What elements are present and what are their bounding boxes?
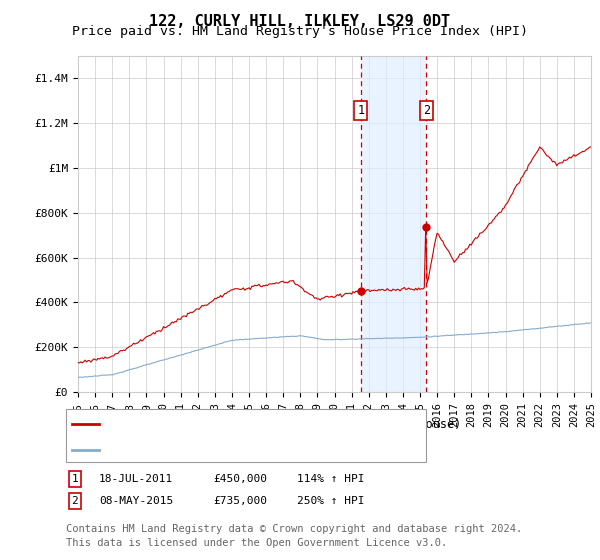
Text: Contains HM Land Registry data © Crown copyright and database right 2024.: Contains HM Land Registry data © Crown c… bbox=[66, 524, 522, 534]
Text: 122, CURLY HILL, ILKLEY, LS29 0DT (detached house): 122, CURLY HILL, ILKLEY, LS29 0DT (detac… bbox=[105, 418, 461, 431]
Text: 1: 1 bbox=[71, 474, 79, 484]
Text: 250% ↑ HPI: 250% ↑ HPI bbox=[297, 496, 365, 506]
Text: 114% ↑ HPI: 114% ↑ HPI bbox=[297, 474, 365, 484]
Text: 2: 2 bbox=[423, 104, 430, 118]
Bar bbox=[361, 56, 427, 392]
Text: This data is licensed under the Open Government Licence v3.0.: This data is licensed under the Open Gov… bbox=[66, 538, 447, 548]
Text: £735,000: £735,000 bbox=[213, 496, 267, 506]
Text: 2: 2 bbox=[71, 496, 79, 506]
Text: £450,000: £450,000 bbox=[213, 474, 267, 484]
Text: HPI: Average price, detached house, Bradford: HPI: Average price, detached house, Brad… bbox=[105, 443, 419, 456]
Text: 1: 1 bbox=[357, 104, 364, 118]
Text: 18-JUL-2011: 18-JUL-2011 bbox=[99, 474, 173, 484]
Text: Price paid vs. HM Land Registry's House Price Index (HPI): Price paid vs. HM Land Registry's House … bbox=[72, 25, 528, 38]
Text: 08-MAY-2015: 08-MAY-2015 bbox=[99, 496, 173, 506]
Text: 122, CURLY HILL, ILKLEY, LS29 0DT: 122, CURLY HILL, ILKLEY, LS29 0DT bbox=[149, 14, 451, 29]
